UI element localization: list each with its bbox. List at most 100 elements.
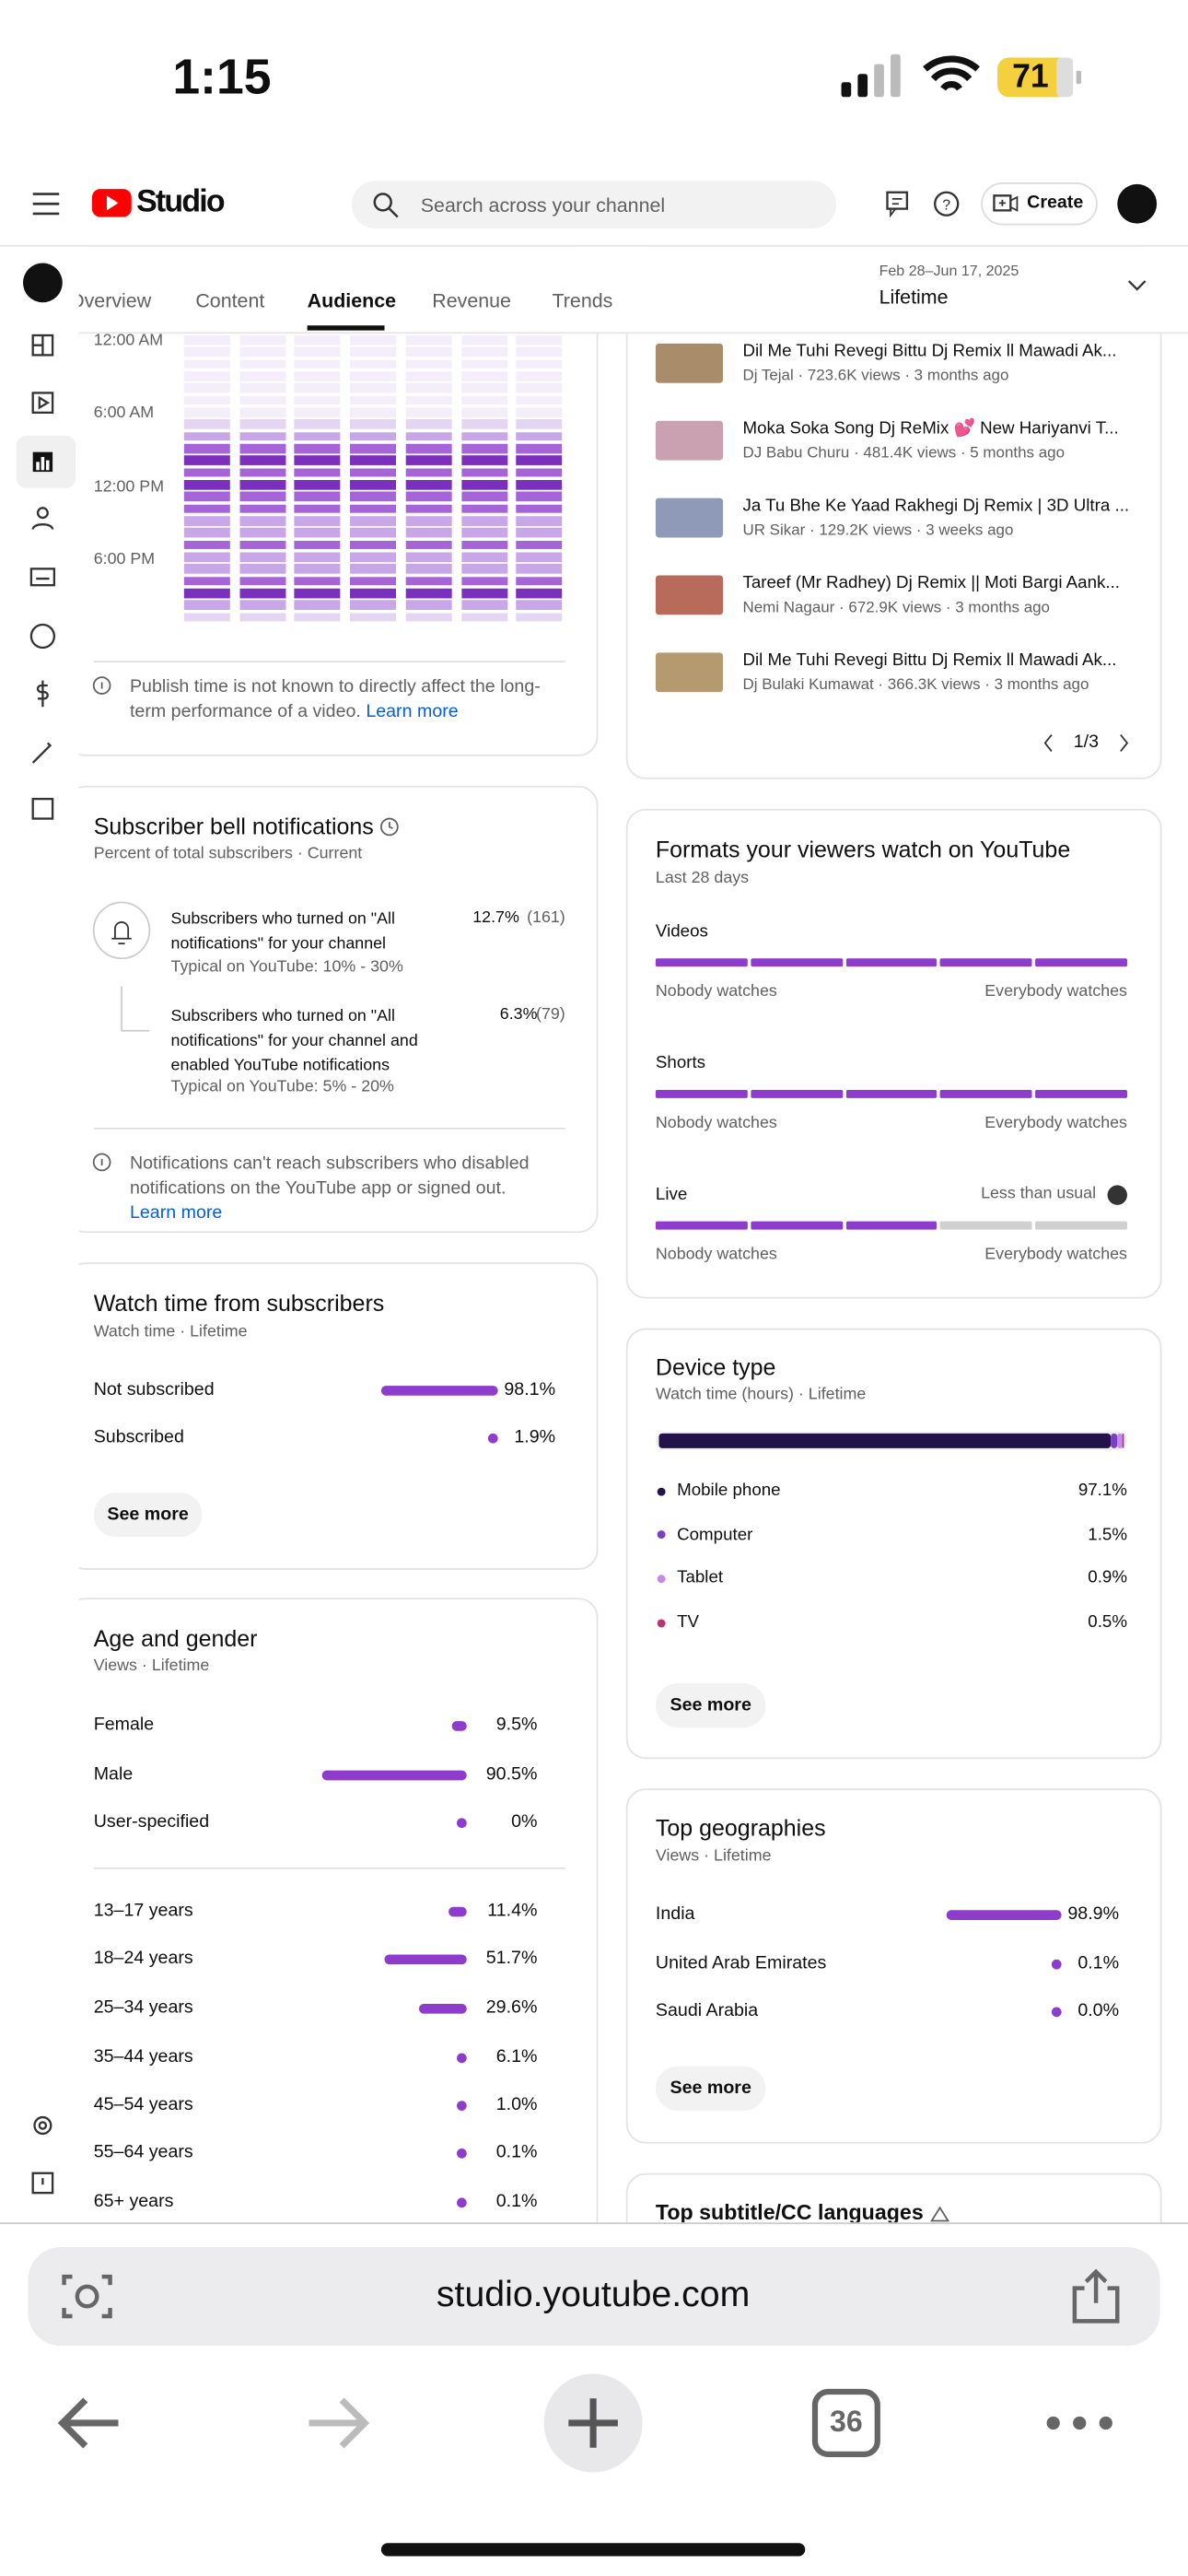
see-more-button[interactable] bbox=[655, 2066, 766, 2111]
typical: Typical on YouTube: 10% - 30% bbox=[170, 958, 403, 977]
share-icon[interactable] bbox=[1068, 2266, 1124, 2325]
heatmap-cell bbox=[350, 383, 397, 393]
svg-text:?: ? bbox=[942, 196, 950, 213]
format-segment bbox=[751, 1221, 843, 1230]
heatmap-cell bbox=[183, 528, 230, 538]
bar bbox=[457, 2053, 467, 2064]
tab[interactable]: Content bbox=[195, 288, 265, 312]
heatmap-cell bbox=[295, 552, 342, 562]
heatmap-cell bbox=[516, 600, 563, 610]
heatmap-cell bbox=[295, 504, 342, 514]
learn-more[interactable]: Learn more bbox=[360, 701, 459, 722]
heatmap-cell bbox=[295, 407, 342, 417]
legend-label: Mobile phone bbox=[677, 1481, 781, 1501]
format-segment bbox=[655, 1089, 748, 1098]
value-label: 1.5% bbox=[1088, 1524, 1127, 1545]
heatmap-cell bbox=[183, 600, 230, 610]
heatmap-cell bbox=[405, 600, 452, 610]
search-box[interactable] bbox=[351, 181, 837, 229]
heatmap-cell bbox=[405, 612, 452, 622]
heatmap-cell bbox=[350, 588, 397, 598]
note-text: Notifications can't reach subscribers wh… bbox=[129, 1153, 530, 1199]
bar bbox=[487, 1433, 498, 1444]
bar bbox=[457, 2197, 467, 2208]
heatmap-cell bbox=[460, 419, 507, 429]
heatmap-cell bbox=[460, 576, 507, 586]
row-label: 13–17 years bbox=[93, 1901, 193, 1921]
tab[interactable]: Revenue bbox=[432, 288, 511, 312]
heatmap-cell bbox=[516, 455, 563, 465]
heatmap-cell bbox=[295, 431, 342, 441]
heatmap-cell bbox=[239, 504, 285, 514]
heatmap-cell bbox=[350, 528, 397, 538]
heatmap-cell bbox=[460, 395, 507, 405]
heatmap-cell bbox=[516, 371, 563, 381]
heatmap-cell bbox=[516, 407, 563, 417]
heatmap-cell bbox=[239, 588, 285, 598]
heatmap-cell bbox=[183, 552, 230, 562]
see-more-label: See more bbox=[107, 1504, 189, 1524]
tab[interactable]: Overview bbox=[68, 288, 152, 312]
heatmap-cell bbox=[350, 371, 397, 381]
value-label: 0.1% bbox=[495, 2192, 538, 2212]
tab[interactable]: Audience bbox=[307, 288, 397, 312]
tab[interactable]: Trends bbox=[552, 288, 613, 312]
url-bar[interactable] bbox=[28, 2247, 1160, 2347]
learn-more[interactable]: Learn more bbox=[129, 1203, 223, 1224]
period[interactable]: Lifetime bbox=[879, 286, 949, 310]
video-title: Dil Me Tuhi Revegi Bittu Dj Remix ll Maw… bbox=[742, 650, 1117, 671]
heatmap-cell bbox=[239, 491, 285, 501]
tab-count[interactable]: 36 bbox=[830, 2405, 863, 2439]
status-time: 1:15 bbox=[172, 51, 272, 106]
thumbnail bbox=[655, 652, 724, 693]
heatmap-cell bbox=[405, 347, 452, 357]
stack-segment bbox=[1110, 1433, 1118, 1448]
row-label: Subscribed bbox=[93, 1427, 184, 1447]
heatmap-cell bbox=[350, 455, 397, 465]
header: 1:15 71 Studio Search across your channe… bbox=[0, 0, 1188, 247]
heatmap-cell bbox=[239, 443, 285, 453]
heatmap-cell bbox=[516, 552, 563, 562]
create-button[interactable] bbox=[981, 182, 1098, 226]
row-label: Male bbox=[93, 1764, 134, 1785]
heatmap-cell bbox=[405, 419, 452, 429]
heatmap-cell bbox=[516, 359, 563, 369]
nav-icons[interactable] bbox=[0, 2372, 1188, 2488]
bar bbox=[457, 1818, 467, 1829]
thumbnail bbox=[655, 498, 724, 538]
heatmap-cell bbox=[460, 359, 507, 369]
format-segment bbox=[655, 958, 748, 967]
heatmap-cell bbox=[460, 600, 507, 610]
header-icons[interactable]: ? bbox=[880, 187, 966, 220]
percent: 6.3% bbox=[499, 1005, 538, 1025]
video-meta: UR Sikar · 129.2K views · 3 weeks ago bbox=[742, 521, 1014, 540]
bar bbox=[381, 1386, 498, 1396]
url: studio.youtube.com bbox=[436, 2273, 751, 2314]
heatmap-cell bbox=[460, 431, 507, 441]
heatmap-cell bbox=[405, 407, 452, 417]
see-more-label: See more bbox=[670, 1694, 751, 1715]
camera-icon[interactable] bbox=[59, 2268, 115, 2324]
heatmap-cell bbox=[405, 467, 452, 477]
logo[interactable] bbox=[29, 181, 227, 227]
avatar[interactable] bbox=[1117, 183, 1158, 224]
value-label: 0.5% bbox=[1088, 1611, 1127, 1633]
chevron[interactable] bbox=[1124, 276, 1150, 296]
count: (79) bbox=[536, 1005, 565, 1025]
heatmap-cell bbox=[239, 419, 285, 429]
value-label: 6.1% bbox=[495, 2047, 538, 2067]
value-label: 1.0% bbox=[495, 2094, 538, 2115]
card-title: Watch time from subscribers bbox=[93, 1289, 385, 1317]
format-segment bbox=[940, 1089, 1032, 1098]
heatmap-cell bbox=[295, 467, 342, 477]
heatmap-cell bbox=[350, 600, 397, 610]
card-formats bbox=[625, 808, 1162, 1299]
row-label: 25–34 years bbox=[93, 1997, 193, 2018]
see-more-button[interactable] bbox=[93, 1493, 203, 1538]
heatmap-cell bbox=[350, 612, 397, 622]
heatmap-cell bbox=[295, 612, 342, 622]
see-more-button[interactable] bbox=[655, 1683, 766, 1728]
search-placeholder: Search across your channel bbox=[420, 193, 666, 217]
heatmap-cell bbox=[239, 600, 285, 610]
heatmap-cell bbox=[350, 479, 397, 489]
